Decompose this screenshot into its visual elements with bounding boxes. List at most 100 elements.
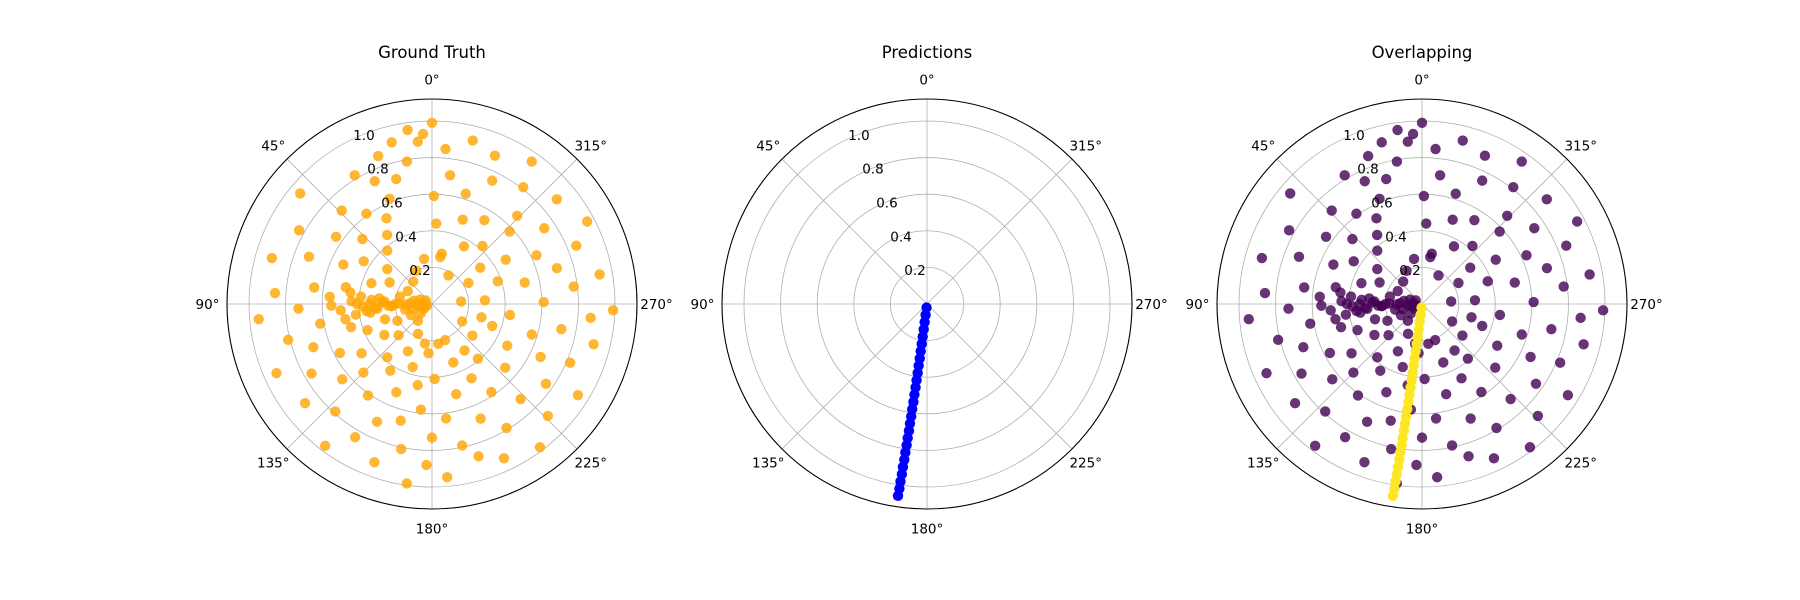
data-point xyxy=(1558,281,1569,292)
data-point xyxy=(418,253,430,265)
data-point xyxy=(379,314,391,325)
data-point xyxy=(473,451,484,462)
data-point xyxy=(475,262,486,273)
angle-tick-label: 0° xyxy=(919,73,934,89)
data-point xyxy=(271,368,282,379)
angle-tick-label: 315° xyxy=(1564,138,1597,154)
data-point xyxy=(1407,128,1419,140)
data-point xyxy=(1541,262,1553,274)
data-point xyxy=(539,223,550,234)
radial-gridline xyxy=(780,157,1074,451)
panel-predictions: Predictions 0.2 0.4 0.6 0.8 1.0 0° 45° 90° 135° 1… xyxy=(691,43,1168,537)
data-point xyxy=(358,367,369,378)
radial-gridline xyxy=(889,266,965,342)
data-point xyxy=(372,150,384,162)
data-point xyxy=(1508,181,1519,193)
data-point xyxy=(502,340,513,351)
angle-tick-label: 0° xyxy=(424,73,439,89)
radial-gridline xyxy=(853,230,1001,378)
angular-gridline xyxy=(926,303,1073,450)
data-point xyxy=(458,241,470,252)
data-point xyxy=(440,143,451,155)
data-point xyxy=(1327,374,1338,385)
data-point xyxy=(1293,251,1305,262)
data-point xyxy=(334,347,346,359)
data-point xyxy=(293,303,304,314)
data-point xyxy=(1546,323,1557,335)
angle-tick-label: 180° xyxy=(416,521,449,537)
data-point xyxy=(1416,117,1428,128)
data-point xyxy=(1330,314,1341,325)
data-point xyxy=(338,259,349,270)
data-point xyxy=(349,170,360,181)
data-point xyxy=(511,210,523,221)
data-point xyxy=(500,362,511,373)
data-point xyxy=(1324,347,1336,359)
data-point xyxy=(1385,415,1396,426)
radial-tick-label: 0.2 xyxy=(409,263,430,279)
data-point xyxy=(335,305,346,316)
data-point xyxy=(540,378,552,389)
data-point xyxy=(1446,440,1458,451)
data-point xyxy=(1372,245,1383,256)
data-point xyxy=(326,300,337,311)
data-point xyxy=(1476,320,1488,332)
radial-tick-label: 0.8 xyxy=(367,162,388,178)
angular-gridline xyxy=(1276,303,1423,450)
data-point xyxy=(504,309,516,321)
data-point xyxy=(379,296,390,307)
data-point xyxy=(1326,205,1337,216)
data-point xyxy=(477,240,488,252)
data-point xyxy=(1446,316,1458,327)
data-point xyxy=(1401,265,1412,277)
data-point xyxy=(346,295,357,307)
data-point xyxy=(498,453,510,464)
angle-tick-label: 270° xyxy=(640,297,673,313)
data-point xyxy=(1369,296,1380,307)
data-point xyxy=(1434,170,1446,181)
data-point xyxy=(1335,322,1347,333)
data-point xyxy=(443,270,454,281)
data-point xyxy=(1479,150,1491,161)
data-point xyxy=(441,472,453,483)
data-point xyxy=(357,233,368,245)
data-point xyxy=(337,374,348,385)
data-point xyxy=(1488,453,1500,464)
data-point xyxy=(1372,263,1383,275)
data-point xyxy=(1359,176,1370,187)
data-point xyxy=(1383,330,1394,341)
polar-frame xyxy=(226,98,638,510)
data-point xyxy=(476,312,487,323)
polar-axes-ground-truth: 0.2 0.4 0.6 0.8 1.0 0° 45° 90° 135° 180° 225° 270° 3… xyxy=(196,73,673,538)
data-point xyxy=(421,459,432,471)
radial-tick-label: 0.6 xyxy=(1371,196,1392,212)
angular-gridline xyxy=(286,158,433,305)
data-point xyxy=(1448,241,1460,252)
data-point xyxy=(501,422,512,434)
data-point xyxy=(1561,240,1572,251)
data-point xyxy=(401,478,412,489)
data-point xyxy=(1375,365,1386,376)
data-point xyxy=(607,305,619,316)
data-point xyxy=(1362,150,1374,162)
angle-tick-label: 90° xyxy=(691,297,715,313)
angle-tick-label: 180° xyxy=(1406,521,1439,537)
data-point xyxy=(428,190,440,202)
data-point xyxy=(1348,256,1359,267)
angle-tick-label: 270° xyxy=(1630,297,1663,313)
radial-tick-label: 1.0 xyxy=(1343,128,1364,144)
data-point xyxy=(401,156,413,167)
data-point xyxy=(293,225,305,236)
data-point xyxy=(1335,287,1346,298)
data-point xyxy=(411,265,422,277)
data-point xyxy=(551,262,563,274)
data-point xyxy=(405,309,417,321)
data-point xyxy=(457,214,468,225)
data-point xyxy=(407,276,419,287)
data-point xyxy=(1425,251,1436,263)
data-point xyxy=(588,339,599,350)
data-point xyxy=(1530,378,1542,389)
data-point xyxy=(426,117,438,128)
data-point xyxy=(1402,315,1414,327)
data-points xyxy=(892,302,932,502)
